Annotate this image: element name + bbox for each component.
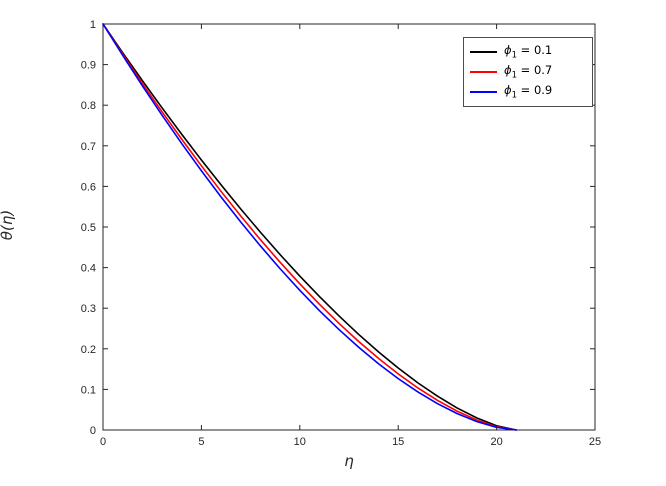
legend-line-sample bbox=[470, 71, 497, 73]
y-tick-label: 0.8 bbox=[81, 100, 96, 112]
x-tick-label: 20 bbox=[490, 436, 502, 448]
legend-label: ϕ1 = 0.7 bbox=[504, 63, 553, 81]
y-tick-label: 0.5 bbox=[81, 222, 96, 234]
legend-label: ϕ1 = 0.1 bbox=[504, 43, 553, 61]
x-tick-label: 0 bbox=[100, 436, 106, 448]
legend-entry: ϕ1 = 0.7 bbox=[470, 62, 582, 82]
y-tick-label: 1 bbox=[90, 19, 96, 31]
x-tick-label: 10 bbox=[294, 436, 306, 448]
x-axis-label: η bbox=[344, 452, 354, 470]
y-tick-label: 0 bbox=[90, 425, 96, 437]
y-axis-label: θ(η) bbox=[0, 209, 16, 241]
legend-line-sample bbox=[470, 51, 497, 53]
y-tick-label: 0.4 bbox=[81, 263, 96, 275]
x-tick-label: 5 bbox=[198, 436, 204, 448]
y-tick-label: 0.3 bbox=[81, 303, 96, 315]
series-line bbox=[102, 23, 518, 431]
y-tick-label: 0.1 bbox=[81, 384, 96, 396]
series-line bbox=[102, 23, 518, 431]
legend-entry: ϕ1 = 0.9 bbox=[470, 82, 582, 102]
x-tick-label: 15 bbox=[392, 436, 404, 448]
x-tick-label: 25 bbox=[589, 436, 601, 448]
legend-entry: ϕ1 = 0.1 bbox=[470, 42, 582, 62]
y-tick-label: 0.9 bbox=[81, 60, 96, 72]
y-tick-label: 0.7 bbox=[81, 141, 96, 153]
series-line bbox=[102, 23, 518, 431]
y-tick-label: 0.2 bbox=[81, 344, 96, 356]
legend: ϕ1 = 0.1 ϕ1 = 0.7 ϕ1 = 0.9 bbox=[463, 37, 593, 107]
y-tick-label: 0.6 bbox=[81, 181, 96, 193]
legend-label: ϕ1 = 0.9 bbox=[504, 83, 553, 101]
legend-line-sample bbox=[470, 91, 497, 93]
